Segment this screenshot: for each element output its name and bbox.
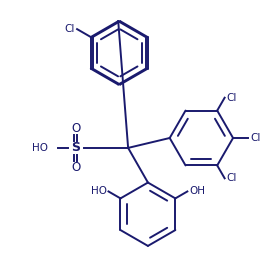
Text: O: O	[71, 161, 80, 174]
Text: Cl: Cl	[227, 173, 237, 183]
Text: O: O	[71, 122, 80, 135]
Text: Cl: Cl	[227, 93, 237, 103]
Text: OH: OH	[189, 187, 205, 197]
Text: Cl: Cl	[65, 24, 75, 34]
Text: HO: HO	[90, 187, 106, 197]
Text: HO: HO	[32, 143, 48, 153]
Text: Cl: Cl	[250, 133, 260, 143]
Text: S: S	[71, 141, 80, 154]
